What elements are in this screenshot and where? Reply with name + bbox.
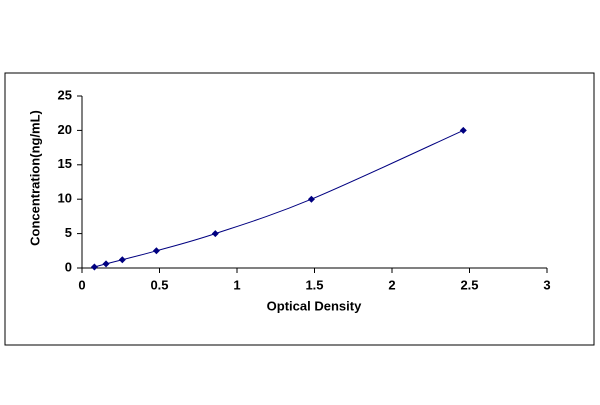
x-tick-label: 3 — [543, 277, 550, 292]
point — [459, 126, 467, 134]
point — [152, 247, 160, 255]
point — [102, 260, 110, 268]
y-axis-label: Concentration(ng/mL) — [27, 110, 42, 246]
point — [307, 195, 315, 203]
x-tick-label: 2.5 — [460, 277, 478, 292]
x-tick-label: 2 — [388, 277, 395, 292]
chart-frame — [4, 72, 595, 346]
x-tick-label: 1.5 — [305, 277, 323, 292]
y-tick-label: 10 — [58, 191, 72, 206]
x-tick-label: 0.5 — [150, 277, 168, 292]
y-tick-label: 15 — [58, 156, 72, 171]
point — [118, 256, 126, 264]
x-axis-label: Optical Density — [267, 298, 362, 313]
y-tick-label: 5 — [65, 225, 72, 240]
x-tick-label: 0 — [78, 277, 85, 292]
point — [211, 230, 219, 238]
x-tick-label: 1 — [233, 277, 240, 292]
y-tick-label: 0 — [65, 259, 72, 274]
y-tick-label: 25 — [58, 87, 72, 102]
y-tick-label: 20 — [58, 122, 72, 137]
point — [90, 263, 98, 271]
